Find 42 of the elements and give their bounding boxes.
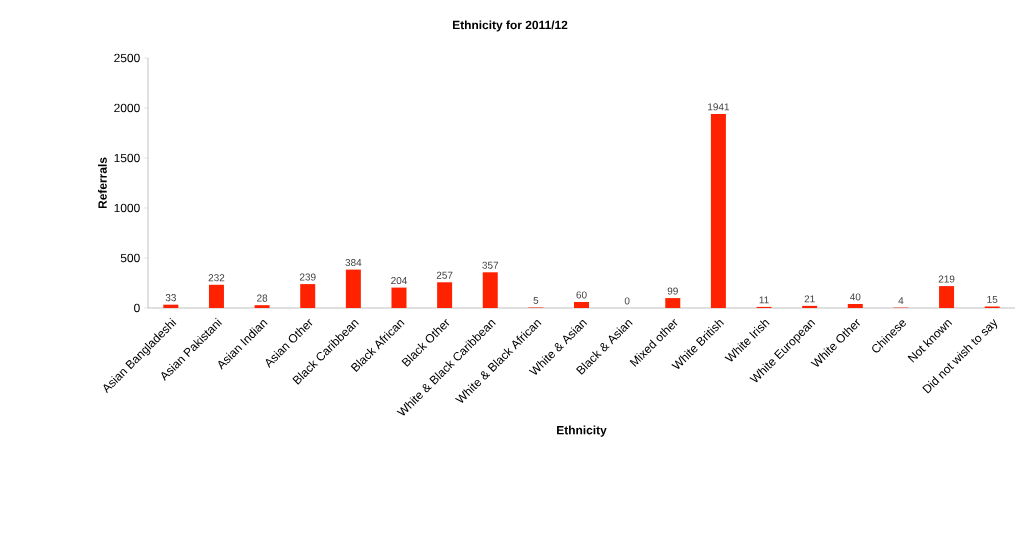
data-label: 219: [938, 275, 955, 283]
y-tick-label: 500: [120, 253, 140, 263]
bar: [163, 304, 179, 308]
y-tick-label: 2000: [114, 103, 140, 113]
bar: [482, 272, 498, 308]
bar: [710, 113, 726, 308]
data-label: 28: [257, 294, 268, 302]
bar: [802, 305, 818, 308]
data-label: 0: [624, 297, 630, 305]
data-label: 239: [299, 273, 316, 281]
y-tick-label: 1000: [114, 203, 140, 213]
data-label: 357: [482, 261, 499, 269]
y-tick-label: 0: [134, 303, 140, 313]
bar: [391, 287, 407, 308]
data-label: 232: [208, 274, 225, 282]
bar: [300, 284, 316, 308]
bar: [437, 282, 453, 308]
y-tick-label: 1500: [114, 153, 140, 163]
data-label: 384: [345, 259, 362, 267]
bar: [208, 284, 224, 308]
data-label: 11: [759, 296, 769, 304]
bar: [254, 305, 270, 308]
x-axis-title: Ethnicity: [557, 425, 607, 437]
data-label: 5: [533, 297, 539, 304]
chart-title: Ethnicity for 2011/12: [452, 20, 568, 32]
bar: [665, 298, 681, 308]
data-label: 60: [576, 291, 587, 299]
data-label: 257: [436, 271, 453, 279]
y-tick-label: 2500: [114, 53, 140, 63]
data-label: 99: [667, 287, 678, 295]
data-label: 15: [987, 296, 998, 303]
bar: [939, 286, 955, 308]
data-label: 1941: [708, 103, 729, 111]
data-label: 21: [804, 295, 815, 303]
data-label: 40: [849, 293, 861, 301]
bar: [574, 301, 590, 308]
bar: [847, 303, 863, 308]
data-label: 33: [165, 294, 176, 302]
y-axis-title: Referrals: [98, 157, 107, 209]
data-label: 204: [391, 277, 407, 285]
data-label: 4: [898, 297, 904, 305]
bar: [345, 269, 361, 308]
